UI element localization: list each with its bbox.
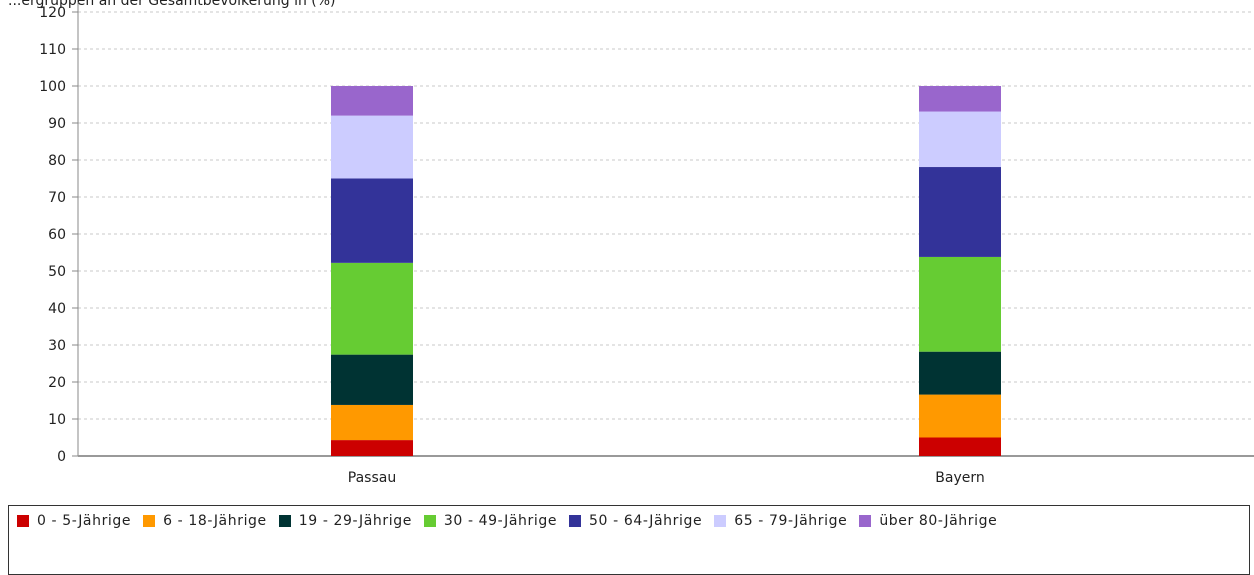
legend-swatch — [143, 515, 156, 527]
tick-labels: 0 10 20 30 40 50 60 70 80 90 100 110 120 Passau Bayern — [39, 5, 984, 486]
bars — [331, 86, 1001, 456]
y-tick-label: 10 — [48, 412, 66, 428]
legend-swatch — [423, 515, 436, 527]
y-tick-label: 90 — [48, 116, 66, 132]
bar-segment — [919, 167, 1001, 257]
bar-segment — [331, 115, 413, 179]
bar-segment — [331, 354, 413, 405]
bar-segment — [919, 437, 1001, 456]
bar-segment — [331, 404, 413, 441]
y-tick-label: 50 — [48, 264, 66, 280]
bar-segment — [919, 351, 1001, 395]
y-tick-label: 40 — [48, 301, 66, 317]
legend-swatch — [859, 515, 872, 527]
legend-label: 65 - 79-Jährige — [734, 513, 848, 529]
axes — [72, 2, 1254, 457]
legend-label: 30 - 49-Jährige — [443, 513, 558, 529]
legend-item: über 80-Jährige — [859, 512, 997, 530]
legend-items: 0 - 5-Jährige 6 - 18-Jährige 19 - 29-Jähri… — [17, 512, 1127, 530]
bar-segment — [331, 178, 413, 263]
category-label: Bayern — [935, 470, 984, 486]
legend-item: 19 - 29-Jährige — [278, 512, 412, 530]
legend-label: 50 - 64-Jährige — [589, 513, 703, 529]
legend-label: 0 - 5-Jährige — [37, 513, 132, 529]
legend: 0 - 5-Jährige 6 - 18-Jährige 19 - 29-Jähri… — [8, 505, 1250, 575]
y-tick-label: 100 — [39, 79, 66, 95]
y-tick-label: 80 — [48, 153, 66, 169]
legend-swatch — [278, 515, 291, 527]
y-tick-label: 20 — [48, 375, 66, 391]
bar-segment — [919, 256, 1001, 352]
chart-title: ...ergruppen an der Gesamtbevölkerung in… — [8, 0, 336, 9]
y-tick-label: 0 — [57, 449, 66, 465]
legend-swatch — [714, 515, 727, 527]
y-tick-label: 70 — [48, 190, 66, 206]
legend-label: über 80-Jährige — [879, 513, 998, 529]
y-tick-label: 110 — [39, 42, 66, 58]
legend-swatch — [569, 515, 582, 527]
y-tick-label: 120 — [39, 5, 66, 21]
category-label: Passau — [348, 470, 396, 486]
legend-item: 6 - 18-Jährige — [143, 512, 267, 530]
gridlines — [78, 11, 1254, 420]
y-tick-label: 60 — [48, 227, 66, 243]
stacked-bar-chart: ...ergruppen an der Gesamtbevölkerung in… — [8, 0, 1254, 486]
legend-label: 19 - 29-Jährige — [298, 513, 412, 529]
legend-swatch — [17, 515, 29, 527]
legend-label: 6 - 18-Jährige — [163, 513, 267, 529]
y-tick-label: 30 — [48, 338, 66, 354]
bar-segment — [331, 440, 413, 456]
legend-item: 50 - 64-Jährige — [569, 512, 702, 530]
legend-item: 0 - 5-Jährige — [17, 512, 131, 530]
bar-segment — [919, 394, 1001, 438]
bar-segment — [919, 86, 1001, 112]
bar-segment — [331, 86, 413, 116]
bar-segment — [331, 262, 413, 355]
legend-item: 65 - 79-Jährige — [714, 512, 847, 530]
legend-item: 30 - 49-Jährige — [423, 512, 558, 530]
bar-segment — [919, 111, 1001, 168]
